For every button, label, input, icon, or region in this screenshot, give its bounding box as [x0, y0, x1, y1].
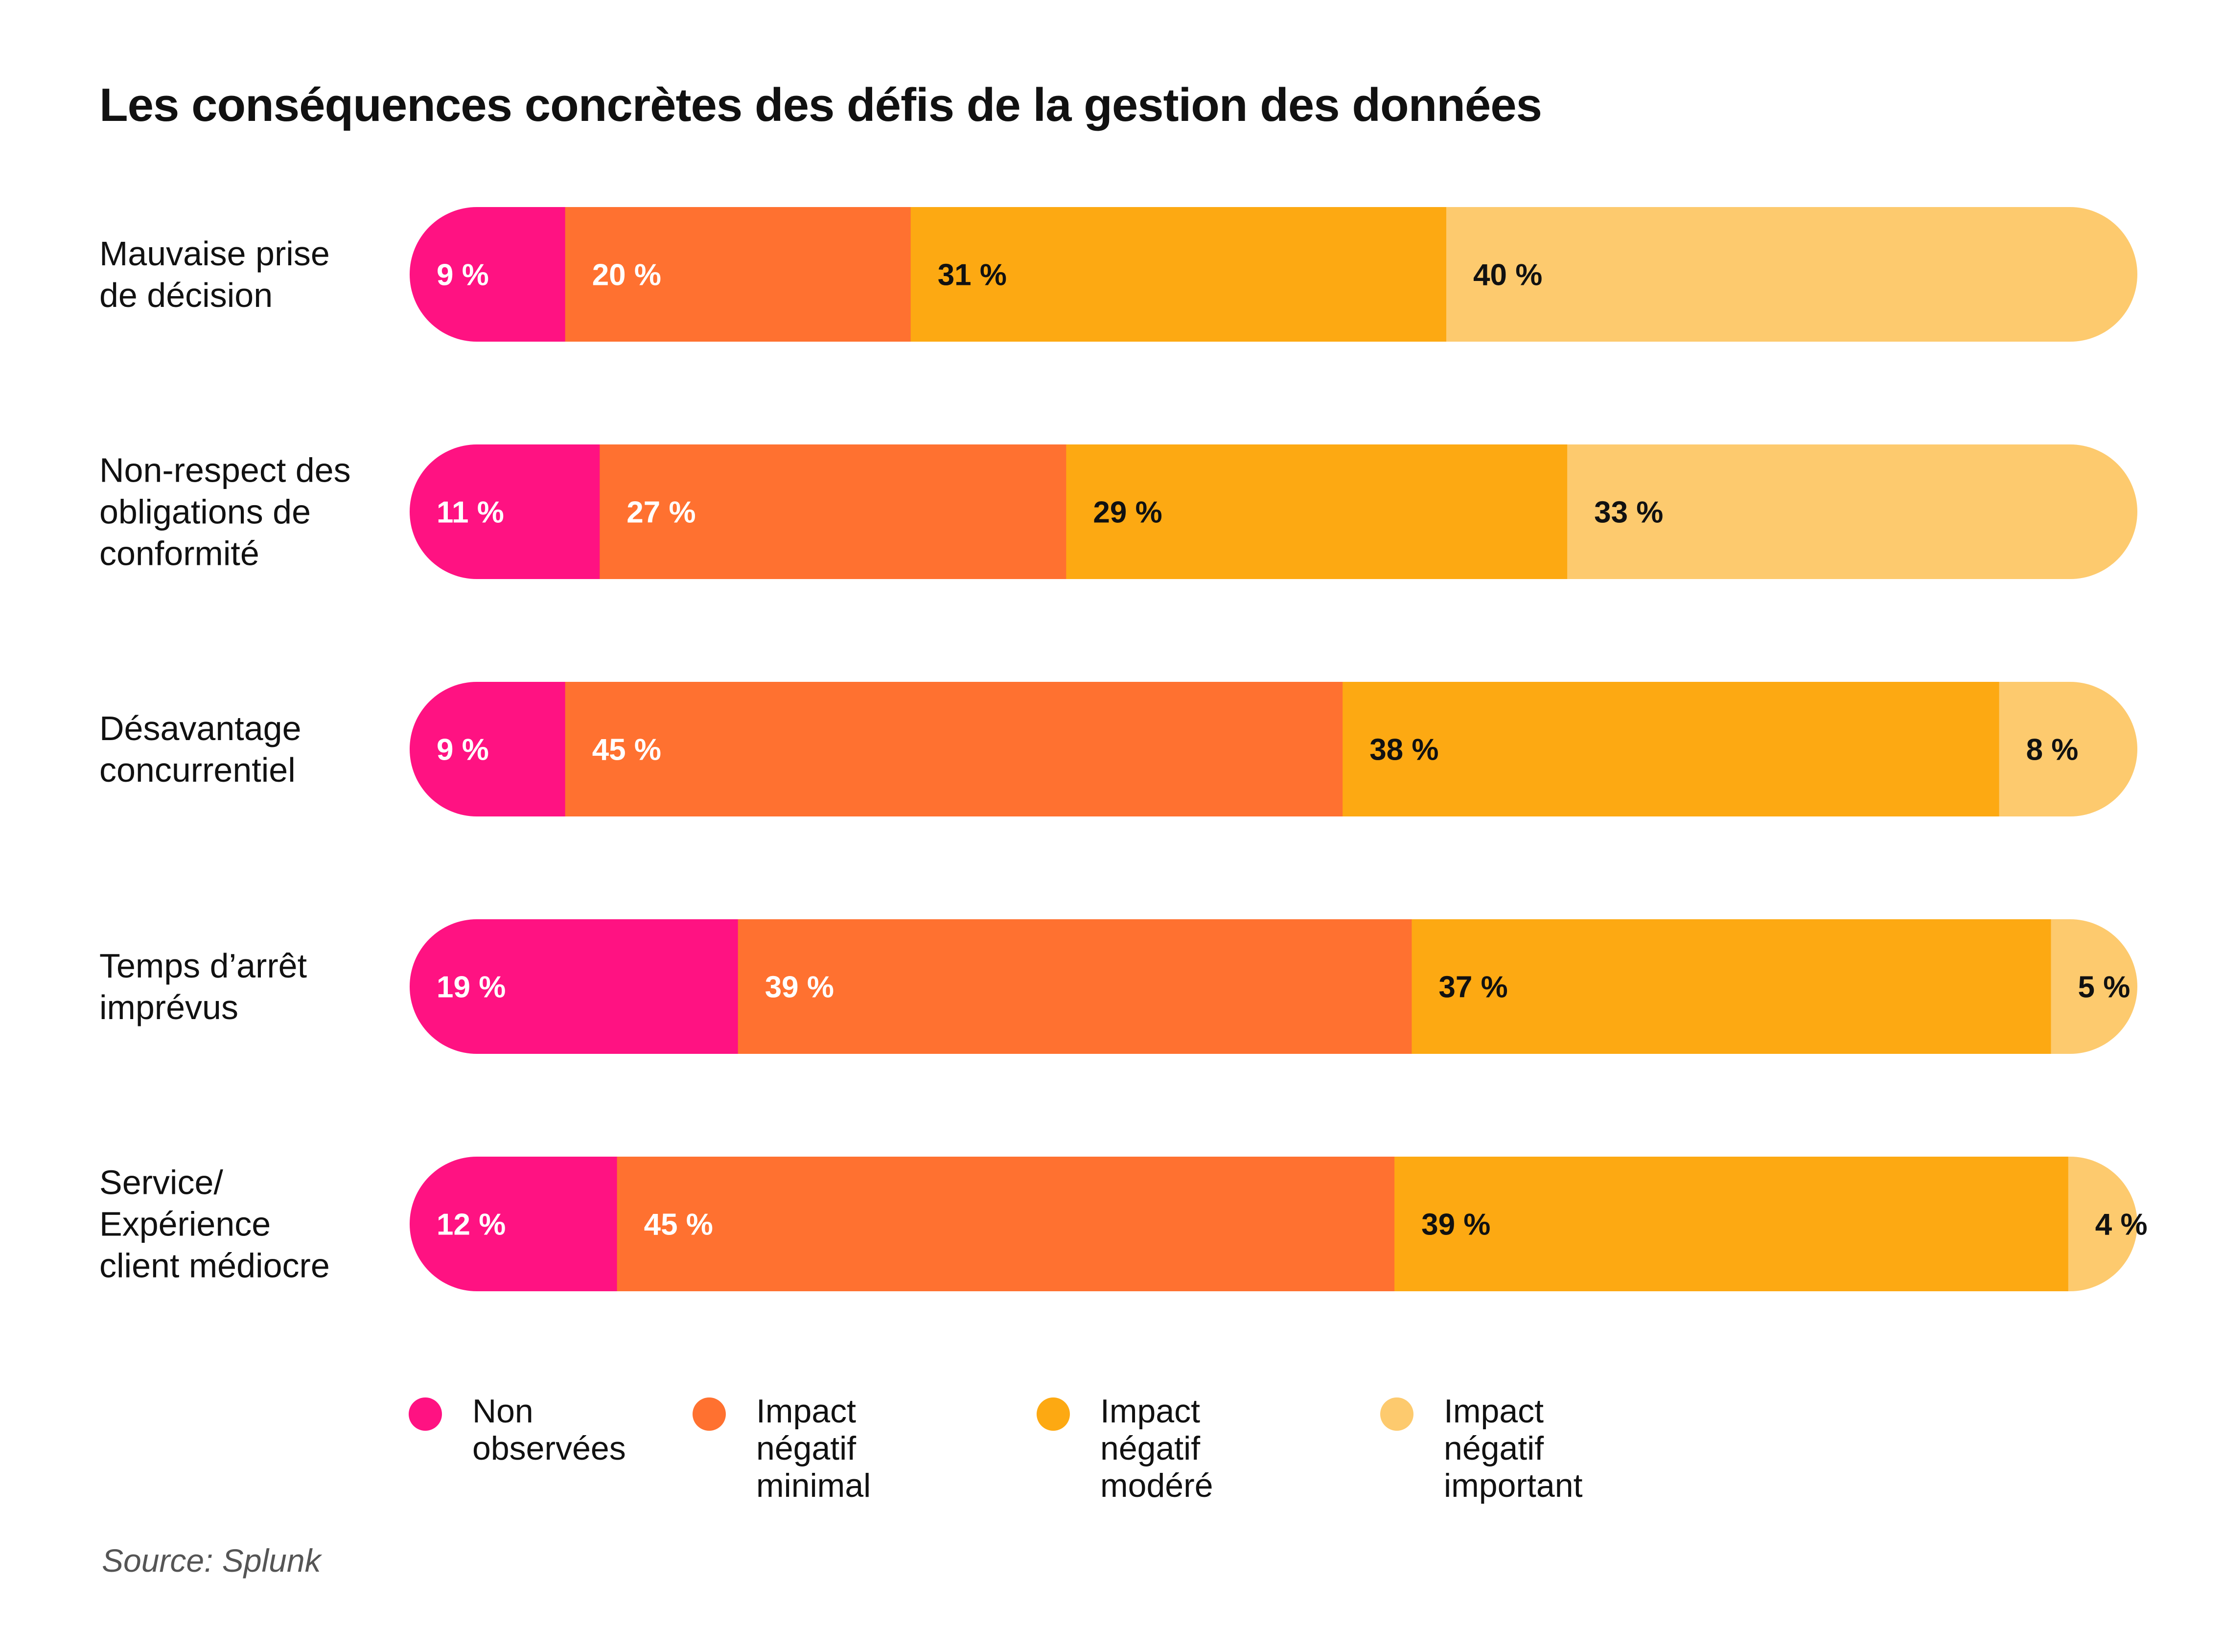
- bar-segment-impact-negatif-minimal: [600, 444, 1066, 579]
- bar-segment-impact-negatif-minimal: [565, 207, 911, 342]
- value-label: 37 %: [1438, 971, 1507, 1004]
- category-label-line: obligations de: [99, 493, 311, 531]
- category-label-line: de décision: [99, 276, 273, 314]
- bar-segment-impact-negatif-modere: [1343, 682, 2000, 816]
- category-label-line: concurrentiel: [99, 751, 296, 789]
- source-note: Source: Splunk: [102, 1542, 321, 1579]
- value-label: 5 %: [2078, 971, 2130, 1004]
- bar-segment-non-observees: [410, 444, 600, 579]
- legend-label-minimal: Impact négatif minimal: [756, 1393, 871, 1504]
- value-label: 12 %: [437, 1208, 506, 1242]
- category-label: Service/Expérience client médiocre: [99, 1163, 330, 1285]
- value-label: 39 %: [765, 971, 834, 1004]
- bar-row: [410, 1157, 2137, 1291]
- bar-segment-impact-negatif-important: [1446, 207, 2137, 342]
- bar-row: [410, 919, 2137, 1054]
- value-label: 40 %: [1473, 258, 1542, 292]
- value-label: 9 %: [437, 258, 489, 292]
- value-label: 29 %: [1093, 496, 1162, 530]
- bar-segment-impact-negatif-modere: [1394, 1157, 2069, 1291]
- legend-label-important: Impact négatif important: [1444, 1393, 1583, 1504]
- category-label-line: Non-respect des: [99, 451, 351, 489]
- category-label-line: conformité: [99, 535, 259, 573]
- category-label: Non-respect des obligations de conformité: [99, 451, 351, 573]
- value-label: 8 %: [2026, 733, 2079, 767]
- value-label: 9 %: [437, 733, 489, 767]
- bar-segment-impact-negatif-modere: [1066, 444, 1568, 579]
- bar-segment-impact-negatif-minimal: [565, 682, 1343, 816]
- bar-segment-impact-negatif-minimal: [617, 1157, 1395, 1291]
- bar-row: [410, 444, 2137, 579]
- value-label: 31 %: [938, 258, 1007, 292]
- value-label: 11 %: [437, 496, 504, 530]
- value-label: 45 %: [644, 1208, 713, 1242]
- value-label: 19 %: [437, 971, 506, 1004]
- value-label: 39 %: [1421, 1208, 1490, 1242]
- category-label: Mauvaise prise de décision: [99, 234, 330, 314]
- value-label: 38 %: [1369, 733, 1438, 767]
- category-label-line: Expérience: [99, 1205, 271, 1243]
- legend-swatch-minimal: [693, 1397, 726, 1431]
- bar-segment-non-observees: [410, 207, 566, 342]
- bar-segment-impact-negatif-minimal: [738, 919, 1412, 1054]
- bar-segment-impact-negatif-important: [1567, 444, 2137, 579]
- category-label-line: Désavantage: [99, 709, 301, 747]
- value-label: 4 %: [2095, 1208, 2148, 1242]
- category-label-line: client médiocre: [99, 1247, 330, 1285]
- bar-row: [410, 207, 2137, 342]
- value-label: 45 %: [592, 733, 661, 767]
- chart-title: Les conséquences concrètes des défis de …: [99, 79, 1542, 131]
- bar-segment-non-observees: [410, 682, 566, 816]
- value-label: 27 %: [626, 496, 695, 530]
- bar-segment-non-observees: [410, 1157, 618, 1291]
- category-label-line: imprévus: [99, 988, 238, 1026]
- category-label-line: Mauvaise prise: [99, 234, 330, 273]
- stacked-bar-chart: Mauvaise prise de décision 9 % 20 % 31 % 40 %…: [99, 207, 2148, 1291]
- value-label: 20 %: [592, 258, 661, 292]
- bar-segment-non-observees: [410, 919, 739, 1054]
- category-label: Désavantage concurrentiel: [99, 709, 301, 789]
- category-label: Temps d’arrêt imprévus: [99, 947, 307, 1026]
- category-label-line: Service/: [99, 1163, 223, 1202]
- legend-swatch-modere: [1037, 1397, 1070, 1431]
- bar-row: [410, 682, 2137, 816]
- legend-swatch-non-observees: [409, 1397, 442, 1431]
- bar-segment-impact-negatif-important: [1999, 682, 2137, 816]
- legend-swatch-important: [1380, 1397, 1413, 1431]
- bar-segment-impact-negatif-modere: [910, 207, 1447, 342]
- legend-label-modere: Impact négatif modéré: [1100, 1393, 1213, 1504]
- value-label: 33 %: [1594, 496, 1663, 530]
- category-label-line: Temps d’arrêt: [99, 947, 307, 985]
- bar-segment-impact-negatif-modere: [1412, 919, 2051, 1054]
- legend-label-non-observees: Non observées: [472, 1393, 626, 1467]
